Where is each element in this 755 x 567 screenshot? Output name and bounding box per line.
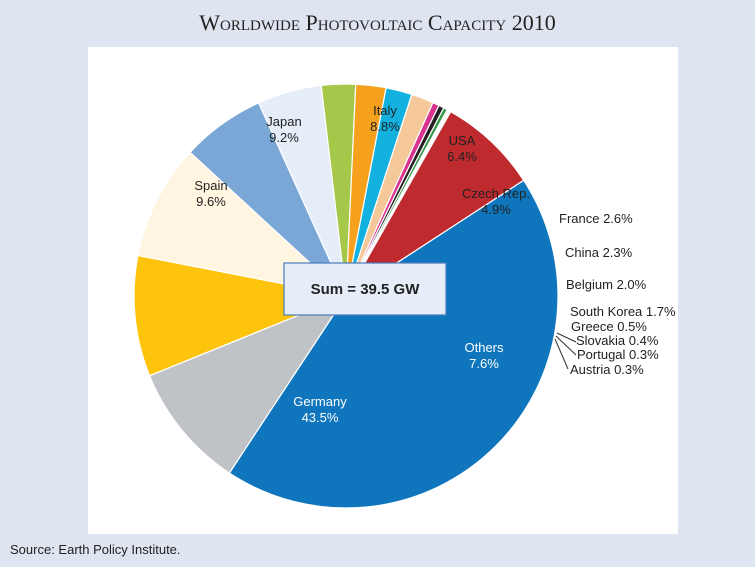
slice-label-china: China 2.3% [565,245,633,260]
slice-label-france: France 2.6% [559,211,633,226]
slice-label-usa: USA 6.4% [447,133,477,164]
slice-label-spain: Spain 9.6% [194,178,227,209]
pie-slice-others [345,110,525,297]
slice-label-belgium: Belgium 2.0% [566,277,647,292]
leader-line-austria [554,338,569,370]
slice-label-germany: Germany 43.5% [293,394,347,425]
sum-box [283,262,447,316]
slice-label-austria: Austria 0.3% [570,362,644,377]
slice-label-others: Others 7.6% [464,340,504,371]
slice-label-czech-rep: Czech Rep. 4.9% [462,186,530,217]
slice-label-italy: Italy 8.8% [370,103,400,134]
slice-label-slovakia: Slovakia 0.4% [576,333,659,348]
pie-slice-japan [133,254,349,377]
slice-label-greece: Greece 0.5% [571,319,647,334]
pie-slice-germany [228,179,559,509]
pie-slice-italy [137,151,348,297]
slice-label-portugal: Portugal 0.3% [577,347,659,362]
slice-label-south-korea: South Korea 1.7% [570,304,676,319]
pie-slice-spain [148,294,348,474]
sum-label: Sum = 39.5 GW [311,281,421,298]
source-note: Source: Earth Policy Institute. [10,542,181,557]
chart-title: Worldwide Photovoltaic Capacity 2010 [199,10,556,35]
leader-line-slovakia [556,332,577,343]
leader-line-portugal [555,335,577,356]
slice-label-japan: Japan 9.2% [266,114,301,145]
